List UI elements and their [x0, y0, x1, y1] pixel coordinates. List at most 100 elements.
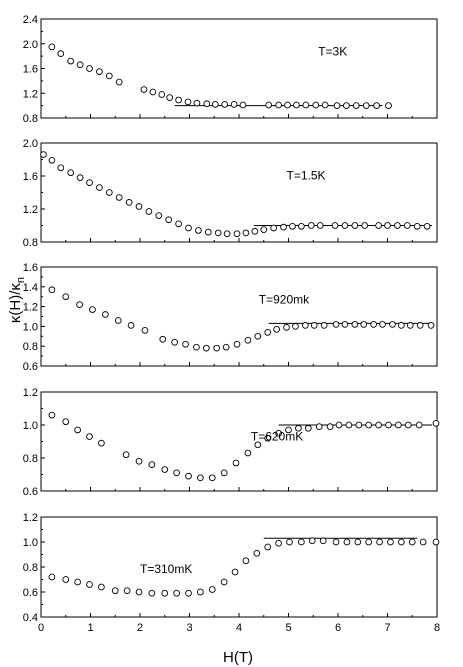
data-point — [351, 321, 359, 328]
data-point — [331, 222, 339, 229]
data-point — [332, 538, 340, 546]
data-point — [221, 101, 228, 108]
data-point — [384, 222, 391, 229]
x-tick-label: 6 — [335, 622, 341, 634]
x-tick-label: 7 — [384, 622, 390, 634]
data-point — [86, 433, 93, 440]
y-axis-label-main: κ(H)/κ — [7, 283, 24, 323]
data-point — [333, 102, 341, 109]
data-point — [301, 322, 309, 329]
data-point — [260, 226, 268, 233]
data-point — [223, 230, 231, 238]
data-point — [158, 91, 166, 98]
data-point — [57, 164, 65, 172]
data-point — [67, 169, 75, 177]
data-point — [62, 418, 70, 426]
data-point — [289, 222, 296, 230]
data-point — [74, 426, 81, 434]
data-point — [345, 421, 353, 429]
panel-2: 0.8 1.2 1.6 2.0 T=1.5K — [23, 138, 438, 249]
data-point — [86, 179, 93, 186]
data-point — [354, 538, 362, 546]
panel-4: 0.6 0.8 1.0 1.2 T=620mK — [23, 387, 440, 498]
data-point — [315, 423, 323, 431]
data-point — [155, 212, 163, 219]
data-point — [122, 451, 130, 459]
data-point — [365, 538, 373, 546]
data-point — [57, 50, 65, 58]
data-point — [76, 174, 84, 182]
data-point — [208, 586, 216, 593]
data-point — [275, 539, 282, 547]
y-tick-label: 1.2 — [23, 512, 38, 524]
data-point — [98, 583, 105, 591]
data-point — [211, 101, 219, 108]
data-point — [423, 222, 431, 230]
data-point — [355, 421, 363, 429]
data-point — [292, 323, 299, 330]
data-point — [125, 199, 133, 206]
data-point — [385, 102, 392, 109]
data-point — [270, 224, 278, 232]
data-point — [127, 322, 135, 329]
data-point — [239, 101, 247, 109]
data-point — [394, 222, 401, 229]
data-point — [220, 578, 228, 586]
data-point — [265, 101, 273, 109]
y-tick-label: 1.2 — [23, 88, 38, 100]
data-point — [184, 98, 192, 106]
data-point — [375, 421, 382, 429]
data-point — [254, 332, 262, 340]
data-point — [406, 322, 414, 329]
data-point — [307, 222, 315, 229]
y-tick-label: 1.0 — [23, 537, 38, 549]
data-point — [148, 589, 156, 597]
data-point — [302, 101, 310, 109]
y-tick-label: 0.6 — [23, 486, 38, 498]
data-point — [76, 301, 83, 308]
y-axis-label-sub: n — [15, 277, 27, 283]
data-point — [285, 426, 292, 434]
data-point — [335, 421, 343, 429]
data-point — [141, 327, 149, 334]
data-point — [40, 151, 47, 158]
data-point — [376, 538, 383, 546]
data-point — [264, 543, 272, 551]
data-point — [308, 537, 316, 545]
y-tick-label: 0.8 — [23, 341, 38, 353]
data-point — [171, 338, 179, 346]
data-point — [375, 222, 382, 229]
y-tick-label: 1.2 — [23, 302, 38, 314]
data-point — [365, 421, 373, 429]
y-tick-label: 0.8 — [23, 562, 38, 574]
data-point — [230, 101, 238, 108]
data-point — [76, 61, 84, 69]
y-tick-label: 0.8 — [23, 237, 38, 249]
temperature-annotation: T=620mK — [251, 430, 303, 444]
y-axis-label: κ(H)/κn — [7, 277, 27, 323]
y-tick-label: 1.0 — [23, 420, 38, 432]
data-point — [96, 68, 103, 75]
data-point — [48, 286, 56, 294]
data-point — [197, 474, 204, 482]
data-point — [105, 72, 113, 80]
data-point — [148, 461, 156, 468]
data-point — [408, 538, 416, 546]
y-tick-label: 0.8 — [23, 453, 38, 465]
data-point — [419, 538, 427, 546]
data-point — [295, 424, 302, 432]
data-point — [231, 568, 239, 576]
x-tick-label: 3 — [186, 622, 192, 634]
panel-5: 0.4 0.6 0.8 1.0 1.2 0 1 2 3 4 5 6 7 8 T=310mK — [23, 512, 440, 634]
data-point — [101, 311, 109, 318]
data-point — [62, 576, 70, 583]
data-point — [275, 429, 282, 437]
y-tick-label: 0.6 — [23, 587, 38, 599]
data-point — [398, 322, 405, 329]
temperature-annotation: T=310mK — [140, 562, 192, 576]
x-tick-label: 8 — [434, 622, 440, 634]
x-tick-label: 4 — [236, 622, 242, 634]
data-point — [96, 184, 103, 191]
panel-3: 0.6 0.8 1.0 1.2 1.4 1.6 T=920mk — [23, 262, 438, 373]
data-point — [264, 328, 272, 336]
